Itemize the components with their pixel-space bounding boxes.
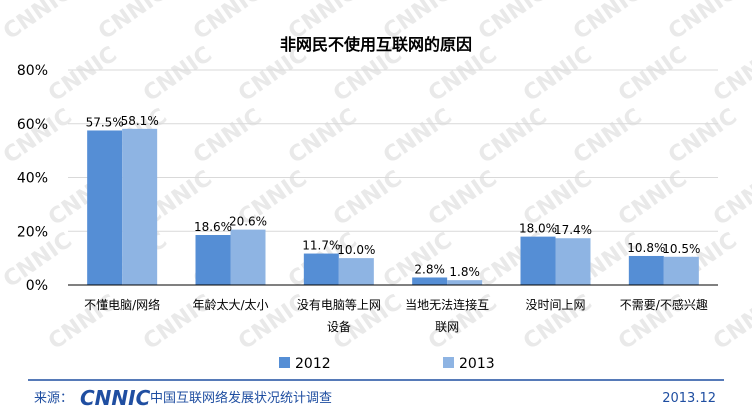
- data-label-2013-3: 1.8%: [449, 265, 480, 279]
- watermark-text: CNNIC: [139, 42, 217, 107]
- data-label-2013-5: 10.5%: [662, 242, 700, 256]
- watermark-text: CNNIC: [614, 42, 692, 107]
- data-label-2013-1: 20.6%: [229, 215, 267, 229]
- watermark-text: CNNIC: [284, 104, 362, 169]
- data-label-2012-4: 18.0%: [519, 222, 557, 236]
- footer-source-label: 来源：: [34, 391, 73, 406]
- bar-2012-5: [628, 255, 664, 285]
- y-tick-label: 20%: [17, 224, 48, 240]
- watermark-text: CNNIC: [709, 42, 752, 107]
- bar-2013-3: [447, 280, 483, 285]
- bar-2012-4: [520, 236, 556, 285]
- watermark-text: CNNIC: [0, 0, 77, 45]
- watermark-text: CNNIC: [424, 166, 502, 231]
- watermark-text: CNNIC: [664, 0, 742, 45]
- watermark-text: CNNIC: [569, 104, 647, 169]
- legend-swatch-2012: [279, 357, 290, 368]
- category-label: 当地无法连接互: [405, 297, 489, 312]
- watermark-text: CNNIC: [94, 0, 172, 45]
- chart-title: 非网民不使用互联网的原因: [280, 35, 472, 54]
- watermark-text: CNNIC: [709, 166, 752, 231]
- watermark-text: CNNIC: [0, 104, 77, 169]
- watermark-text: CNNIC: [189, 0, 267, 45]
- bar-2013-1: [230, 229, 266, 285]
- data-labels: 57.5%58.1% 18.6%20.6% 11.7%10.0% 2.8% 1.8% 18…: [86, 114, 701, 279]
- data-label-2013-4: 17.4%: [554, 223, 592, 237]
- watermark-text: CNNIC: [709, 290, 752, 355]
- category-label: 不懂电脑/网络: [84, 297, 160, 312]
- data-label-2012-3: 2.8%: [414, 262, 445, 276]
- watermark-text: CNNIC: [569, 0, 647, 45]
- data-label-2012-1: 18.6%: [194, 220, 232, 234]
- data-label-2012-0: 57.5%: [86, 115, 124, 129]
- footer-date: 2013.12: [662, 391, 716, 406]
- y-tick-label: 80%: [17, 63, 48, 79]
- watermark-text: CNNIC: [474, 0, 552, 45]
- y-tick-label: 0%: [26, 278, 48, 294]
- y-tick-label: 60%: [17, 117, 48, 133]
- category-label: 联网: [435, 320, 459, 334]
- footer-org-name: 中国互联网络发展状况统计调查: [150, 390, 332, 406]
- bar-2013-4: [555, 238, 591, 285]
- data-label-2013-0: 58.1%: [121, 114, 159, 128]
- category-label: 年龄太大/太小: [192, 297, 268, 312]
- bars: [87, 128, 699, 285]
- watermark-text: CNNIC: [519, 42, 597, 107]
- y-axis-ticks: 0% 20% 40% 60% 80%: [17, 63, 48, 294]
- category-label: 没时间上网: [525, 297, 585, 312]
- data-label-2012-5: 10.8%: [627, 241, 665, 255]
- watermark-text: CNNIC: [664, 104, 742, 169]
- watermark-text: CNNIC: [189, 104, 267, 169]
- bar-2013-5: [663, 256, 699, 285]
- category-label: 没有电脑等上网: [297, 297, 381, 312]
- legend: 2012 2013: [279, 356, 495, 372]
- watermark-text: CNNIC: [474, 104, 552, 169]
- legend-label-2012: 2012: [295, 356, 331, 372]
- watermark-text: CNNIC: [379, 104, 457, 169]
- bar-2012-1: [195, 235, 231, 285]
- cnnic-logo-text: CNNIC: [80, 386, 151, 410]
- bar-2013-2: [338, 258, 374, 285]
- bar-2012-2: [303, 253, 339, 285]
- bar-2012-3: [412, 277, 448, 285]
- category-label: 设备: [327, 320, 351, 334]
- data-label-2013-2: 10.0%: [337, 243, 375, 257]
- legend-swatch-2013: [443, 357, 454, 368]
- category-label: 不需要/不感兴趣: [620, 297, 708, 312]
- legend-label-2013: 2013: [459, 356, 495, 372]
- data-label-2012-2: 11.7%: [302, 239, 340, 253]
- bar-2013-0: [122, 128, 158, 285]
- watermark-text: CNNIC: [44, 42, 122, 107]
- cnnic-logo: CNNIC: [80, 386, 151, 410]
- watermark-text: CNNIC: [614, 166, 692, 231]
- watermark-text: CNNIC: [329, 166, 407, 231]
- y-tick-label: 40%: [17, 171, 48, 187]
- bar-2012-0: [87, 130, 123, 285]
- gridlines: [68, 69, 718, 232]
